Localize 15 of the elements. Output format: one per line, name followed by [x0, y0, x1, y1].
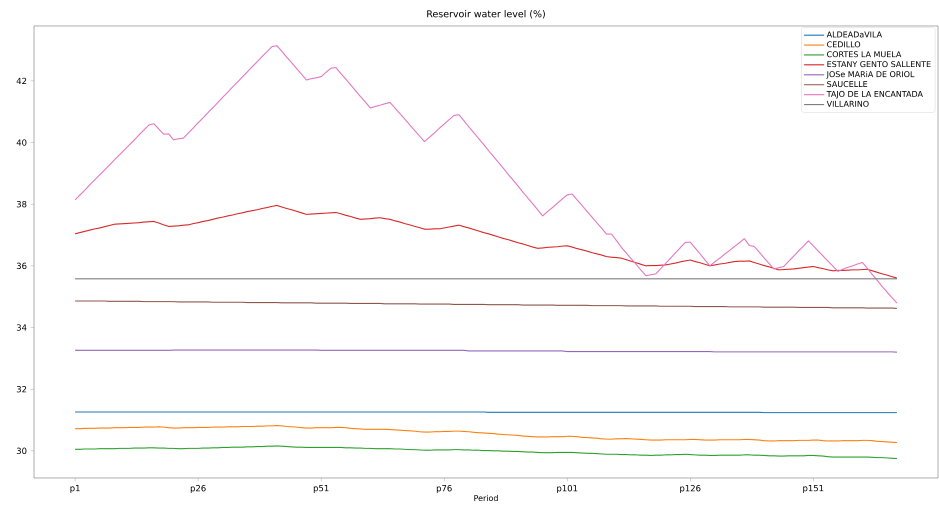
x-tick-label: p101	[557, 485, 578, 494]
y-tick-label: 42	[16, 78, 26, 84]
y-tick-label: 36	[16, 262, 26, 270]
x-tick-label: p151	[803, 485, 824, 493]
x-tick-label: p51	[314, 485, 328, 493]
y-tick-label: 32	[16, 386, 26, 392]
x-tick-label: p1	[70, 485, 80, 493]
x-tick-label: p26	[190, 485, 206, 494]
x-tick-label: p76	[436, 485, 452, 494]
x-tick-label: p126	[680, 485, 700, 494]
y-tick-label: 34	[16, 324, 27, 331]
y-tick-label: 38	[16, 200, 26, 208]
chart-title: Reservoir water level (%)	[427, 10, 545, 18]
y-tick-label: 30	[16, 448, 26, 454]
y-tick-label: 40	[16, 139, 26, 146]
